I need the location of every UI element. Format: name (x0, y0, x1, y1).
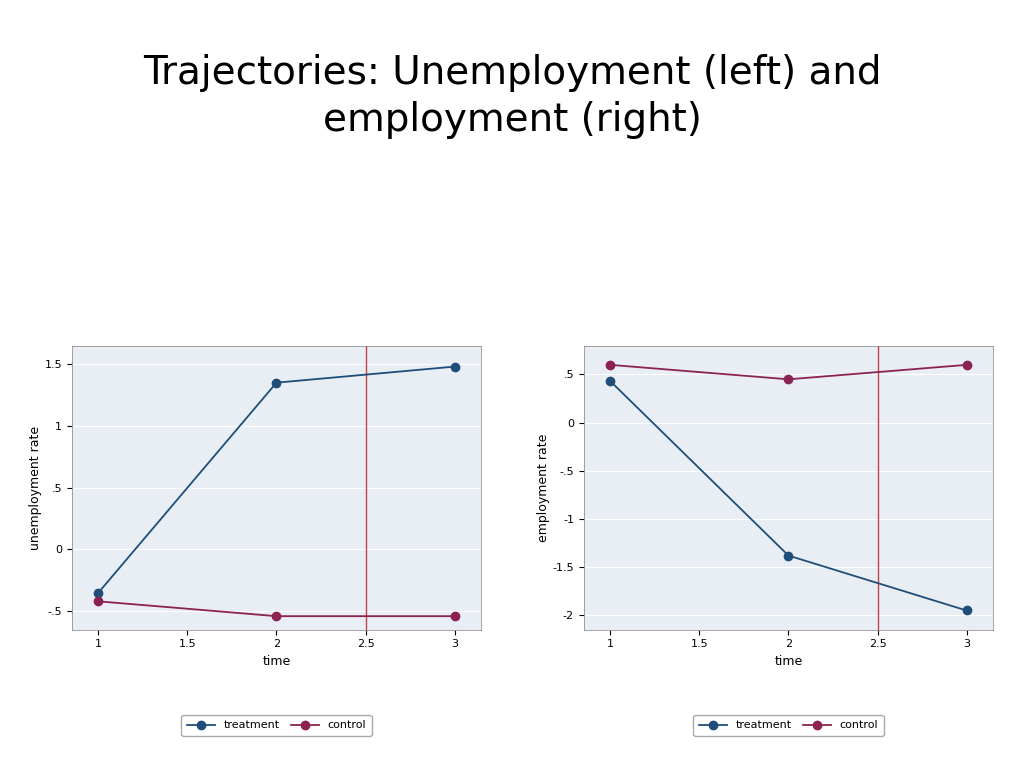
Legend: treatment, control: treatment, control (693, 715, 884, 736)
Y-axis label: employment rate: employment rate (537, 433, 550, 542)
Legend: treatment, control: treatment, control (181, 715, 372, 736)
X-axis label: time: time (262, 655, 291, 668)
Y-axis label: unemployment rate: unemployment rate (29, 425, 42, 550)
Text: Trajectories: Unemployment (left) and
employment (right): Trajectories: Unemployment (left) and em… (142, 54, 882, 139)
X-axis label: time: time (774, 655, 803, 668)
